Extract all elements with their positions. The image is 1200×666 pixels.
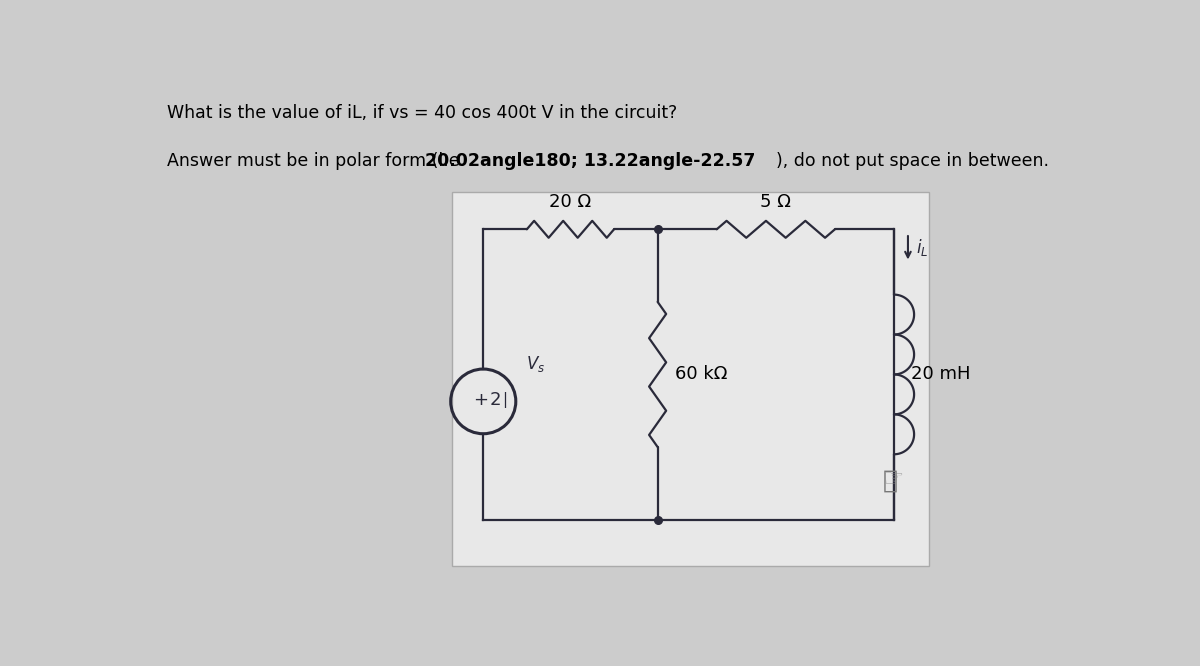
Text: 5 Ω: 5 Ω — [761, 193, 791, 211]
Text: 60 kΩ: 60 kΩ — [674, 366, 727, 384]
Text: Answer must be in polar form (i.e.: Answer must be in polar form (i.e. — [167, 153, 470, 170]
Text: 20.02angle180; 13.22angle-22.57: 20.02angle180; 13.22angle-22.57 — [425, 153, 756, 170]
Text: 👍: 👍 — [883, 469, 898, 493]
Text: 20 Ω: 20 Ω — [550, 193, 592, 211]
Text: +: + — [473, 391, 487, 409]
Text: ☞: ☞ — [883, 468, 905, 492]
Text: ), do not put space in between.: ), do not put space in between. — [776, 153, 1049, 170]
FancyBboxPatch shape — [452, 192, 929, 566]
Text: 20 mH: 20 mH — [911, 366, 971, 384]
Text: What is the value of iL, if vs = 40 cos 400t V in the circuit?: What is the value of iL, if vs = 40 cos … — [167, 104, 677, 122]
Text: 2: 2 — [490, 391, 502, 409]
Text: $V_s$: $V_s$ — [526, 354, 545, 374]
Text: |: | — [503, 392, 508, 408]
Text: $i_L$: $i_L$ — [916, 237, 928, 258]
